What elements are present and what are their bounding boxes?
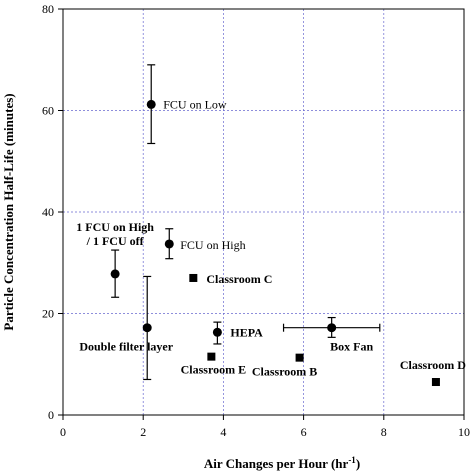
classroom-d-label: Classroom D [400,358,466,372]
1-fcu-on-high-1-fcu-off-label-line: 1 FCU on High [76,220,154,234]
axis-ticks: 0 2 4 6 8 10 0 20 40 60 80 [42,2,470,439]
hepa-point [212,327,222,337]
x-tick-label: 4 [220,425,226,439]
classroom-c-point [189,273,198,282]
fcu-on-low-label: FCU on Low [163,97,227,111]
double-filter-layer-label-line: Double filter layer [79,340,173,354]
fcu-on-low-label-line: FCU on Low [163,97,227,111]
y-tick-label: 0 [48,408,54,422]
classroom-c-label-line: Classroom C [206,272,272,286]
y-axis-title: Particle Concentration Half-Life (minute… [1,93,16,330]
y-tick-label: 40 [42,205,54,219]
fcu-on-low-point [146,99,156,109]
box-fan-point [327,323,337,333]
x-tick-label: 10 [458,425,470,439]
fcu-on-high-label-line: FCU on High [180,238,245,252]
box-fan-label-line: Box Fan [330,340,373,354]
data-points [110,99,440,387]
1-fcu-on-high-1-fcu-off-point [110,269,120,279]
classroom-e-label-line: Classroom E [181,363,246,377]
classroom-b-label: Classroom B [252,365,317,379]
point-labels: FCU on Low 1 FCU on High/ 1 FCU off FCU on… [76,97,466,378]
x-tick-label: 6 [301,425,307,439]
hepa-label: HEPA [230,325,263,339]
y-tick-label: 20 [42,307,54,321]
x-tick-label: 8 [381,425,387,439]
x-axis-title-close: ) [356,456,360,471]
classroom-b-label-line: Classroom B [252,365,317,379]
double-filter-layer-point [142,323,152,333]
fcu-on-high-label: FCU on High [180,238,245,252]
grid-lines [63,9,464,415]
classroom-c-label: Classroom C [206,272,272,286]
x-axis-title: Air Changes per Hour (hr-1) [204,455,360,471]
box-fan-label: Box Fan [330,340,373,354]
y-tick-label: 60 [42,104,54,118]
x-tick-label: 0 [60,425,66,439]
x-axis-title-text: Air Changes per Hour (hr [204,456,349,471]
1-fcu-on-high-1-fcu-off-label-line: / 1 FCU off [86,234,145,248]
double-filter-layer-label: Double filter layer [79,340,173,354]
1-fcu-on-high-1-fcu-off-label: 1 FCU on High/ 1 FCU off [76,220,154,248]
x-tick-label: 2 [140,425,146,439]
hepa-label-line: HEPA [230,325,263,339]
classroom-d-label-line: Classroom D [400,358,466,372]
x-axis-title-sup: -1 [348,455,356,465]
fcu-on-high-point [164,239,174,249]
y-tick-label: 80 [42,2,54,16]
classroom-e-label: Classroom E [181,363,246,377]
classroom-b-point [295,353,304,362]
classroom-e-point [207,352,216,361]
classroom-d-point [431,378,440,387]
